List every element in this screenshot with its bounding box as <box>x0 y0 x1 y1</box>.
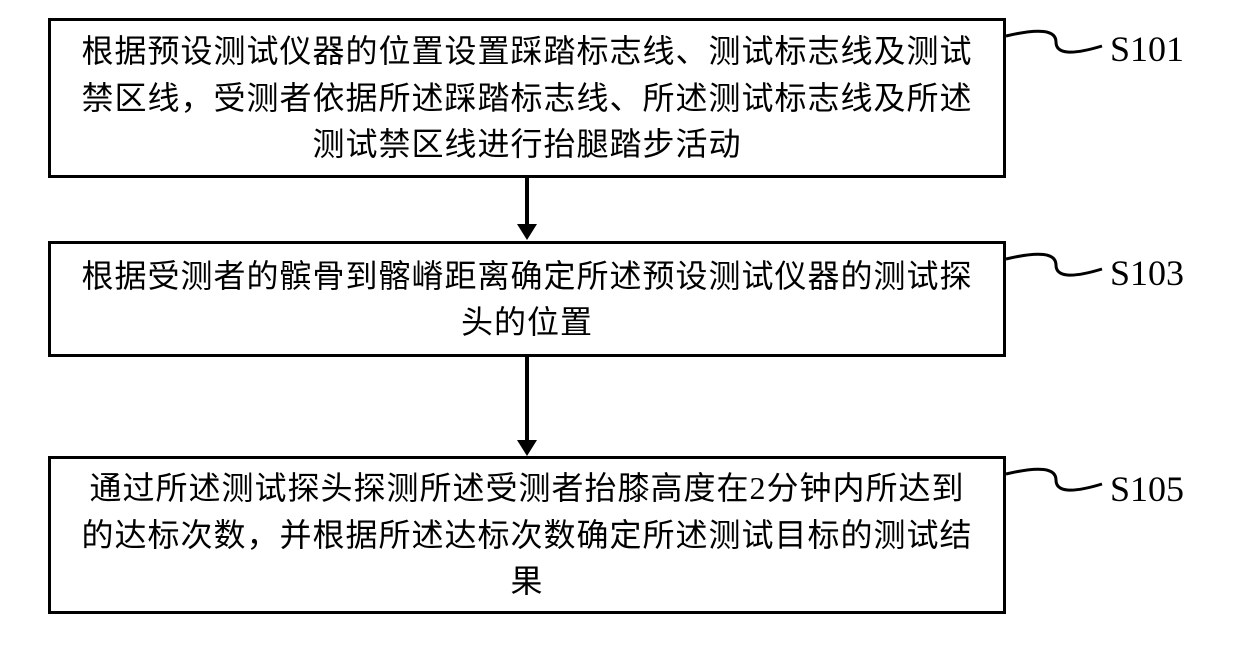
flow-step-2-text: 根据受测者的髌骨到髂嵴距离确定所述预设测试仪器的测试探头的位置 <box>75 253 979 346</box>
arrow-1-head <box>517 224 537 240</box>
flow-step-2: 根据受测者的髌骨到髂嵴距离确定所述预设测试仪器的测试探头的位置 <box>48 241 1006 357</box>
flow-step-3-text: 通过所述测试探头探测所述受测者抬膝高度在2分钟内所达到的达标次数，并根据所述达标… <box>75 465 979 604</box>
arrow-2-head <box>517 440 537 456</box>
bracket-2 <box>1006 247 1106 291</box>
flow-step-1-label: S101 <box>1110 28 1184 70</box>
arrow-1-line <box>525 178 529 225</box>
flow-step-2-label: S103 <box>1110 252 1184 294</box>
bracket-1 <box>1006 24 1106 68</box>
bracket-3 <box>1006 462 1106 506</box>
flow-step-1: 根据预设测试仪器的位置设置踩踏标志线、测试标志线及测试禁区线，受测者依据所述踩踏… <box>48 18 1006 178</box>
arrow-2-line <box>525 357 529 440</box>
flow-step-1-text: 根据预设测试仪器的位置设置踩踏标志线、测试标志线及测试禁区线，受测者依据所述踩踏… <box>75 28 979 167</box>
flow-step-3-label: S105 <box>1110 468 1184 510</box>
flow-step-3: 通过所述测试探头探测所述受测者抬膝高度在2分钟内所达到的达标次数，并根据所述达标… <box>48 456 1006 614</box>
